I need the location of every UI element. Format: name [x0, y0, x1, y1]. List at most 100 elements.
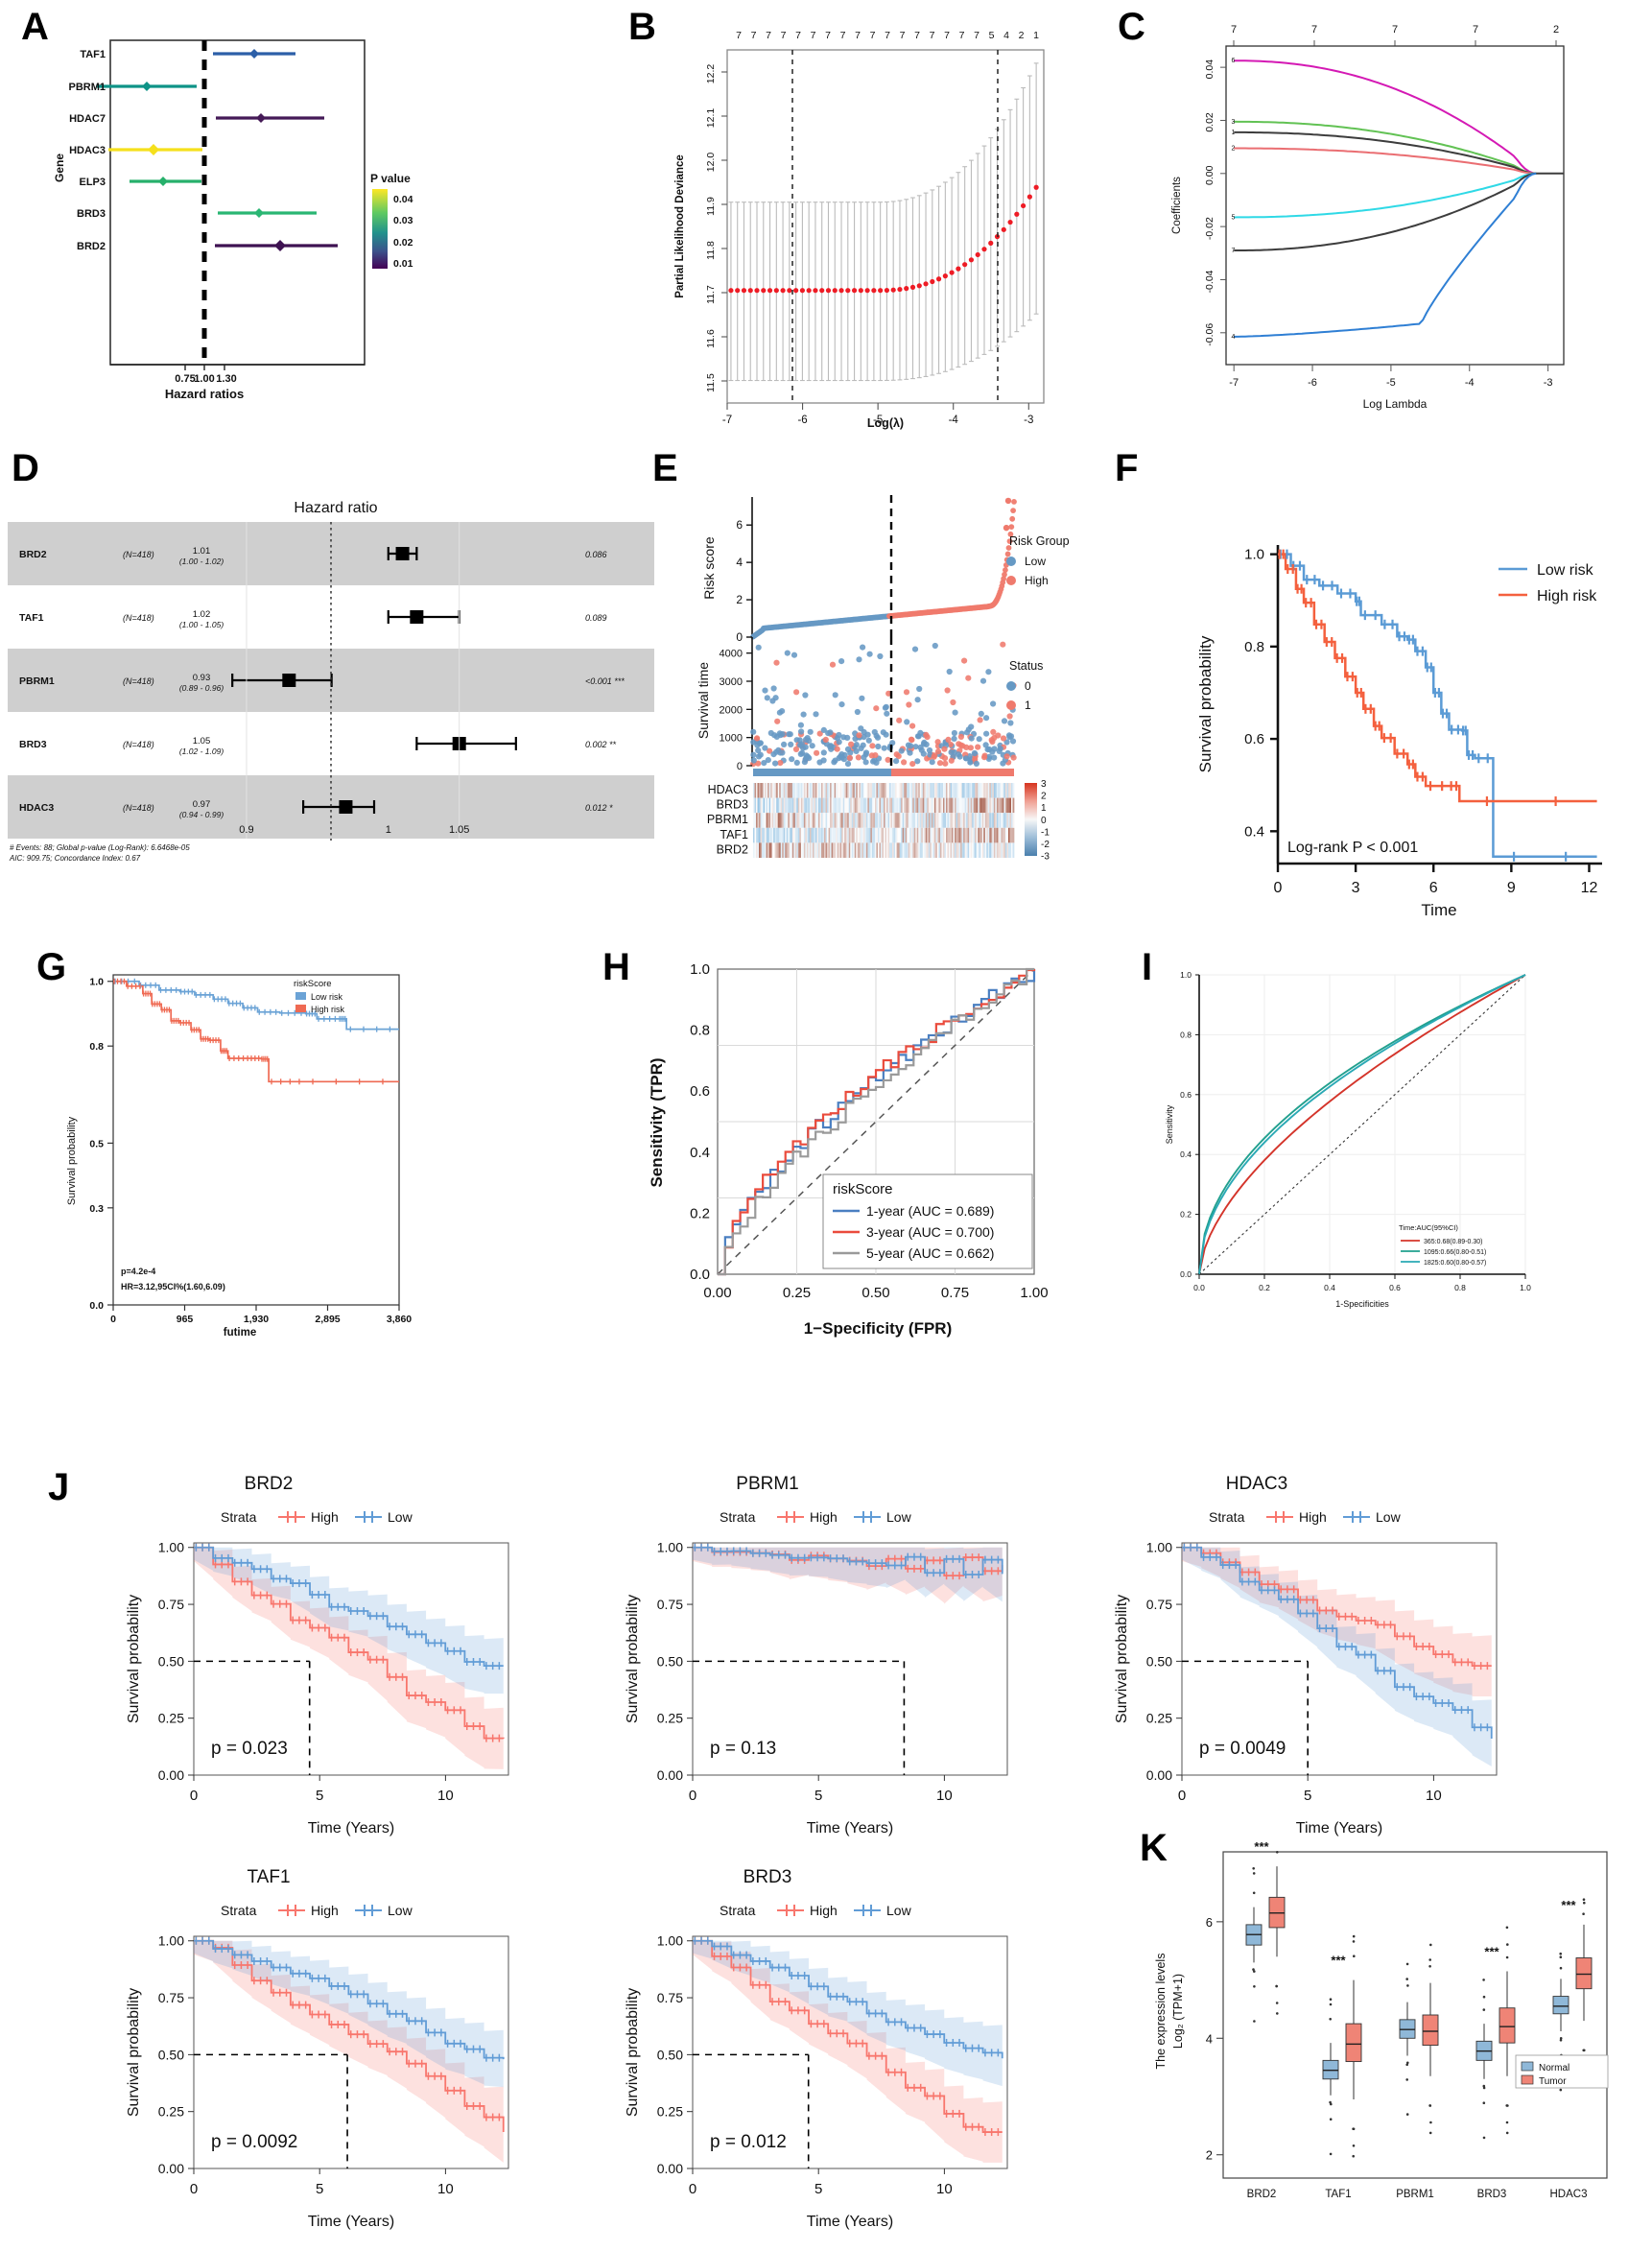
panel-e-heatmap-cell [797, 827, 800, 843]
panel-e-heatmap-cell [915, 813, 918, 828]
panel-e-heatmap-cell [987, 783, 990, 798]
panel-c-path-1 [1234, 130, 1537, 175]
panel-e-time-point [773, 733, 780, 740]
panel-e-time-point [862, 759, 869, 766]
panel-a-xtick-0: 0.75 [175, 373, 195, 385]
panel-e-time-point [882, 704, 888, 711]
panel-e-heatmap-cell [958, 842, 961, 858]
panel-e-heatmap [753, 783, 1015, 858]
panel-e-heatmap-cell [789, 813, 791, 828]
panel-e-time-point [813, 711, 819, 718]
panel-e-heatmap-cell [845, 783, 848, 798]
panel-e-heatmap-cell [767, 783, 769, 798]
panel-e-heatmap-cell [924, 813, 927, 828]
panel-k-box [1552, 1996, 1569, 2015]
panel-e-time-point [807, 728, 814, 735]
panel-e-heatmap-cell [845, 842, 848, 858]
panel-e-heatmap-cell [981, 813, 984, 828]
panel-k-ylabel-1: The expression levels [1154, 1954, 1168, 2070]
panel-c-curve-label: 7 [1231, 248, 1235, 254]
panel-c-curve-label: 1 [1231, 130, 1235, 136]
panel-e-heatmap-cell [927, 797, 930, 814]
panel-e-heatmap-cell [944, 813, 947, 828]
panel-e-heatmap-cell [861, 813, 864, 828]
panel-b-point [813, 288, 818, 294]
panel-e-heatmap-cell [895, 813, 897, 828]
panel-e-heatmap-cell [1004, 842, 1007, 858]
panel-d-cell-ci: (1.00 - 1.02) [179, 557, 224, 566]
panel-e-heatmap-cell [768, 827, 771, 843]
panel-k-legend-normal-label: Normal [1539, 2063, 1569, 2073]
panel-e-time-point [932, 642, 938, 650]
panel-d-cell-n: (N=418) [123, 550, 154, 559]
panel-e-heatmap-cell [831, 797, 834, 814]
panel-e-heatmap-scale-tick: 1 [1041, 803, 1047, 814]
panel-e-time-point [944, 687, 951, 694]
panel-e-heatmap-cell [824, 797, 826, 814]
panel-i-label: I [1142, 946, 1153, 988]
panel-e-heatmap-row-label: BRD3 [717, 798, 748, 812]
panel-j-curve-low [693, 1939, 1003, 2059]
panel-a: A [0, 0, 614, 422]
panel-j-xtick: 5 [814, 2181, 822, 2197]
panel-e-heatmap-cell [812, 842, 814, 858]
panel-e-heatmap-cell [986, 813, 989, 828]
panel-e-heatmap-cell [785, 783, 788, 798]
panel-e-heatmap-cell [924, 827, 927, 843]
panel-k-ytick-labels: 246 [1206, 1915, 1223, 2163]
panel-e-heatmap-cell [799, 827, 802, 843]
panel-e-heatmap-cell [1007, 813, 1010, 828]
panel-k-outlier [1482, 1979, 1485, 1981]
panel-e-heatmap-cell [953, 827, 956, 843]
panel-g-label: G [36, 946, 67, 988]
panel-e-heatmap-cell [942, 813, 945, 828]
panel-h-ytick-labels: 0.00.20.40.60.81.0 [690, 961, 710, 1283]
panel-k-outlier [1429, 2121, 1432, 2124]
panel-d-plot: Hazard ratio BRD2 (N=418) 1.01(1.00 - 1.02… [8, 500, 654, 863]
panel-e-heatmap-cell [927, 783, 930, 798]
panel-e-heatmap-cell [1001, 783, 1003, 798]
panel-b-point [897, 286, 903, 293]
panel-e-heatmap-cell [895, 842, 897, 858]
panel-j-censor-marks [195, 1543, 501, 1742]
panel-e-legend-status-title: Status [1009, 659, 1043, 673]
panel-e-risk-point [1001, 576, 1006, 582]
panel-e-heatmap-cell [812, 797, 814, 814]
panel-e-heatmap-cell [860, 813, 862, 828]
panel-b-point [787, 288, 792, 294]
panel-e-heatmap-cell [916, 813, 919, 828]
panel-j-ytick: 0.00 [1146, 1767, 1172, 1783]
panel-e-time-point [789, 756, 795, 763]
panel-e-heatmap-cell [938, 797, 941, 814]
panel-e-heatmap-cell [887, 813, 890, 828]
panel-j-ytick: 1.00 [158, 1933, 184, 1949]
panel-e-heatmap-cell [1007, 827, 1010, 843]
panel-e-heatmap-cell [995, 842, 998, 858]
panel-e-heatmap-cell [907, 813, 909, 828]
panel-e-heatmap-cell [808, 842, 811, 858]
panel-i-legend-title: Time:AUC(95%CI) [1399, 1223, 1458, 1232]
panel-e-heatmap-cell [966, 842, 968, 858]
panel-d-footnote-2: AIC: 909.75; Concordance Index: 0.67 [9, 854, 141, 863]
panel-e-heatmap-cell [939, 827, 942, 843]
panel-e-heatmap-cell [1010, 827, 1013, 843]
panel-e-time-point [762, 687, 768, 694]
panel-e-heatmap-cell [867, 842, 870, 858]
panel-e-heatmap-cell [886, 783, 888, 798]
panel-e-heatmap-cell [909, 797, 912, 814]
panel-e-heatmap-cell [1009, 842, 1012, 858]
panel-e-heatmap-cell [791, 842, 793, 858]
panel-j-ytick: 1.00 [657, 1933, 683, 1949]
panel-e-heatmap-cell [838, 827, 841, 843]
panel-e-heatmap-cell [966, 813, 968, 828]
panel-b-point [975, 251, 980, 258]
panel-e-time-point [1006, 713, 1013, 720]
panel-d-cell-ci: (1.02 - 1.09) [179, 746, 224, 756]
panel-e-time-point [820, 726, 827, 733]
panel-g-curve-high-risk [113, 980, 399, 1083]
